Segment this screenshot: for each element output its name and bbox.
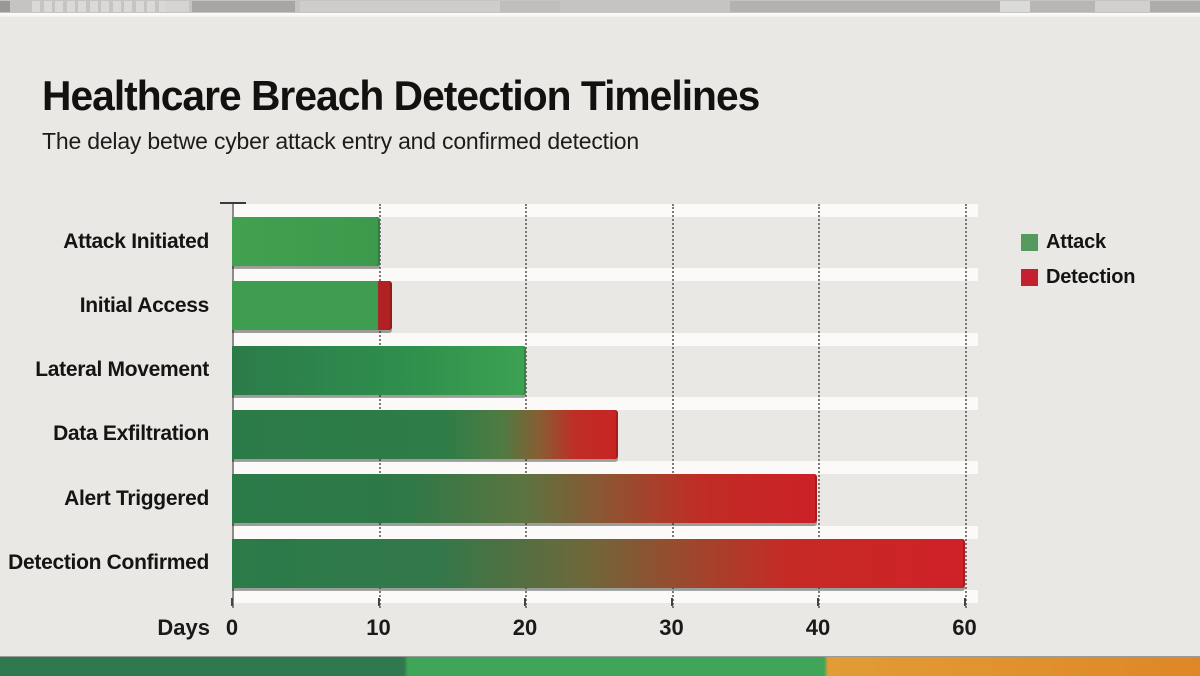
row-separator <box>232 332 978 346</box>
axis-start-tick <box>220 202 246 204</box>
chrome-segment <box>0 1 10 12</box>
chrome-segment <box>165 1 189 12</box>
legend-label-attack: Attack <box>1046 231 1106 253</box>
x-tick-label: 10 <box>366 615 391 640</box>
chrome-segment <box>66 1 75 12</box>
chrome-segment <box>43 1 52 12</box>
chrome-segment <box>1150 1 1200 12</box>
x-tick-label: 40 <box>805 615 831 640</box>
row-separator <box>232 204 978 217</box>
x-tick-label: 0 <box>225 615 239 640</box>
x-axis-title: Days <box>157 615 210 640</box>
chrome-underline <box>0 13 1200 17</box>
row-separator <box>232 396 978 410</box>
gridline <box>964 204 967 608</box>
axis-tick-mark <box>817 598 819 606</box>
gridline <box>378 204 381 608</box>
chrome-segment <box>101 1 109 12</box>
gridline <box>818 204 820 608</box>
chrome-segment <box>192 1 295 12</box>
detection-swatch-icon <box>1021 269 1038 286</box>
chrome-segment <box>89 1 98 12</box>
legend: Attack Detection <box>1021 225 1136 295</box>
category-label: Detection Confirmed <box>8 551 209 574</box>
category-label: Data Exfiltration <box>53 422 209 446</box>
page-subtitle: The delay betwe cyber attack entry and c… <box>42 128 639 154</box>
row-separator <box>232 589 978 603</box>
row-separator <box>232 525 978 539</box>
chrome-segment <box>147 1 155 12</box>
axis-tick-mark <box>963 598 966 606</box>
bar-initial-access <box>232 281 392 331</box>
bar-attack-initiated <box>232 217 380 266</box>
window-chrome-strip <box>0 0 1200 13</box>
chrome-segment <box>32 1 40 12</box>
chrome-segment <box>1030 1 1095 12</box>
chrome-segment <box>135 1 144 12</box>
bottom-light-strip <box>0 648 1200 656</box>
bar-data-exfiltration <box>232 409 618 459</box>
bottom-band <box>0 656 1200 676</box>
chrome-segment <box>500 1 560 12</box>
chrome-segment <box>124 1 132 12</box>
category-label: Lateral Movement <box>35 358 209 382</box>
chrome-segment <box>1095 1 1150 12</box>
chrome-segment <box>55 1 63 12</box>
bar-lateral-movement <box>232 345 526 395</box>
category-label: Attack Initiated <box>63 229 209 253</box>
legend-item-detection: Detection <box>1021 260 1136 295</box>
chrome-segment <box>300 1 500 12</box>
x-tick-label: 20 <box>512 615 538 640</box>
chrome-segment <box>78 1 86 12</box>
legend-item-attack: Attack <box>1021 225 1135 260</box>
legend-label-detection: Detection <box>1046 266 1136 288</box>
zero-axis-line <box>232 204 234 608</box>
chrome-segment <box>158 1 167 12</box>
axis-tick-mark <box>524 598 526 606</box>
axis-tick-mark <box>377 598 380 606</box>
category-label: Alert Triggered <box>64 486 209 510</box>
attack-swatch-icon <box>1021 234 1038 251</box>
page-title: Healthcare Breach Detection Timelines <box>42 72 760 119</box>
row-separator <box>232 268 978 282</box>
category-label: Initial Access <box>79 293 210 317</box>
x-tick-label: 60 <box>952 615 977 640</box>
axis-tick-mark <box>670 598 673 606</box>
bar-detection-confirmed <box>232 538 965 588</box>
gridline <box>525 204 527 608</box>
chrome-segment <box>112 1 121 12</box>
axis-tick-mark <box>231 598 233 606</box>
chrome-segment <box>1000 1 1030 12</box>
chrome-segment <box>730 1 1000 12</box>
gridline <box>671 204 674 608</box>
bar-alert-triggered <box>232 474 817 524</box>
row-separator <box>232 461 978 475</box>
x-tick-label: 30 <box>659 615 684 640</box>
